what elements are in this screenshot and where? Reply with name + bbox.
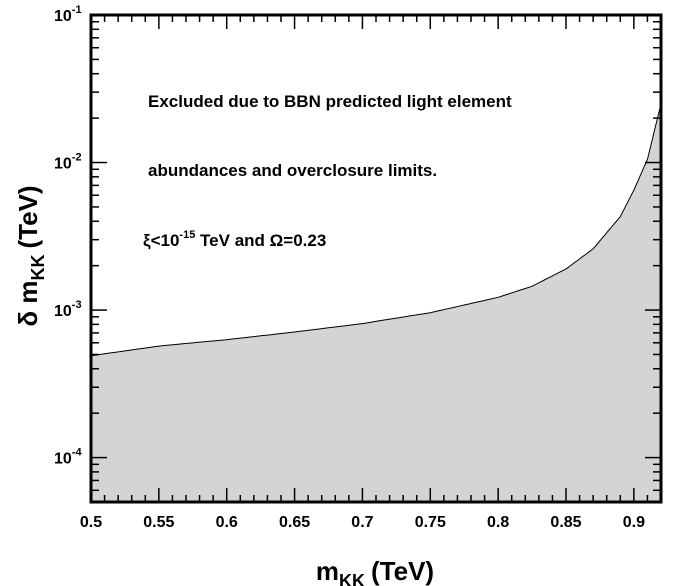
x-tick-label: 0.7 xyxy=(351,514,373,531)
x-axis-label-sub: KK xyxy=(339,571,365,586)
condition-exponent: -15 xyxy=(179,229,195,241)
condition-omega: Ω=0.23 xyxy=(270,231,327,250)
y-tick-labels: 10-1 10-2 10-3 10-4 xyxy=(54,4,82,468)
y-axis-label-prefix: δ m xyxy=(13,280,43,326)
y-tick-label: 10-4 xyxy=(54,447,82,468)
x-tick-label: 0.85 xyxy=(550,514,581,531)
plot-frame xyxy=(89,13,663,504)
x-tick-label: 0.65 xyxy=(279,514,310,531)
y-axis-label: δ mKK (TeV) xyxy=(13,185,48,326)
x-tick-label: 0.75 xyxy=(415,514,446,531)
exclusion-boundary-line xyxy=(90,103,662,357)
annotation-line-2: abundances and overclosure limits. xyxy=(148,161,437,180)
annotation-condition: ξ<10-15 TeV and Ω=0.23 xyxy=(143,229,326,250)
y-axis-label-unit: (TeV) xyxy=(13,185,43,248)
x-tick-label: 0.5 xyxy=(80,514,102,531)
x-tick-label: 0.9 xyxy=(623,514,645,531)
annotation-line-1: Excluded due to BBN predicted light elem… xyxy=(148,92,512,111)
condition-xi: ξ<10 xyxy=(143,231,179,250)
condition-middle: TeV and xyxy=(195,231,269,250)
x-tick-label: 0.55 xyxy=(143,514,174,531)
y-axis-label-sub: KK xyxy=(28,254,48,280)
x-axis-label-main: m xyxy=(316,556,339,586)
y-tick-label: 10-2 xyxy=(54,152,82,173)
x-tick-label: 0.8 xyxy=(487,514,509,531)
y-tick-label: 10-3 xyxy=(54,299,82,320)
x-axis-label: mKK (TeV) xyxy=(316,556,434,586)
x-tick-labels: 0.5 0.55 0.6 0.65 0.7 0.75 0.8 0.85 0.9 xyxy=(80,514,645,531)
allowed-region-area xyxy=(91,103,661,503)
y-tick-label: 10-1 xyxy=(54,4,82,25)
x-axis-label-unit: (TeV) xyxy=(371,556,434,586)
x-tick-label: 0.6 xyxy=(216,514,238,531)
